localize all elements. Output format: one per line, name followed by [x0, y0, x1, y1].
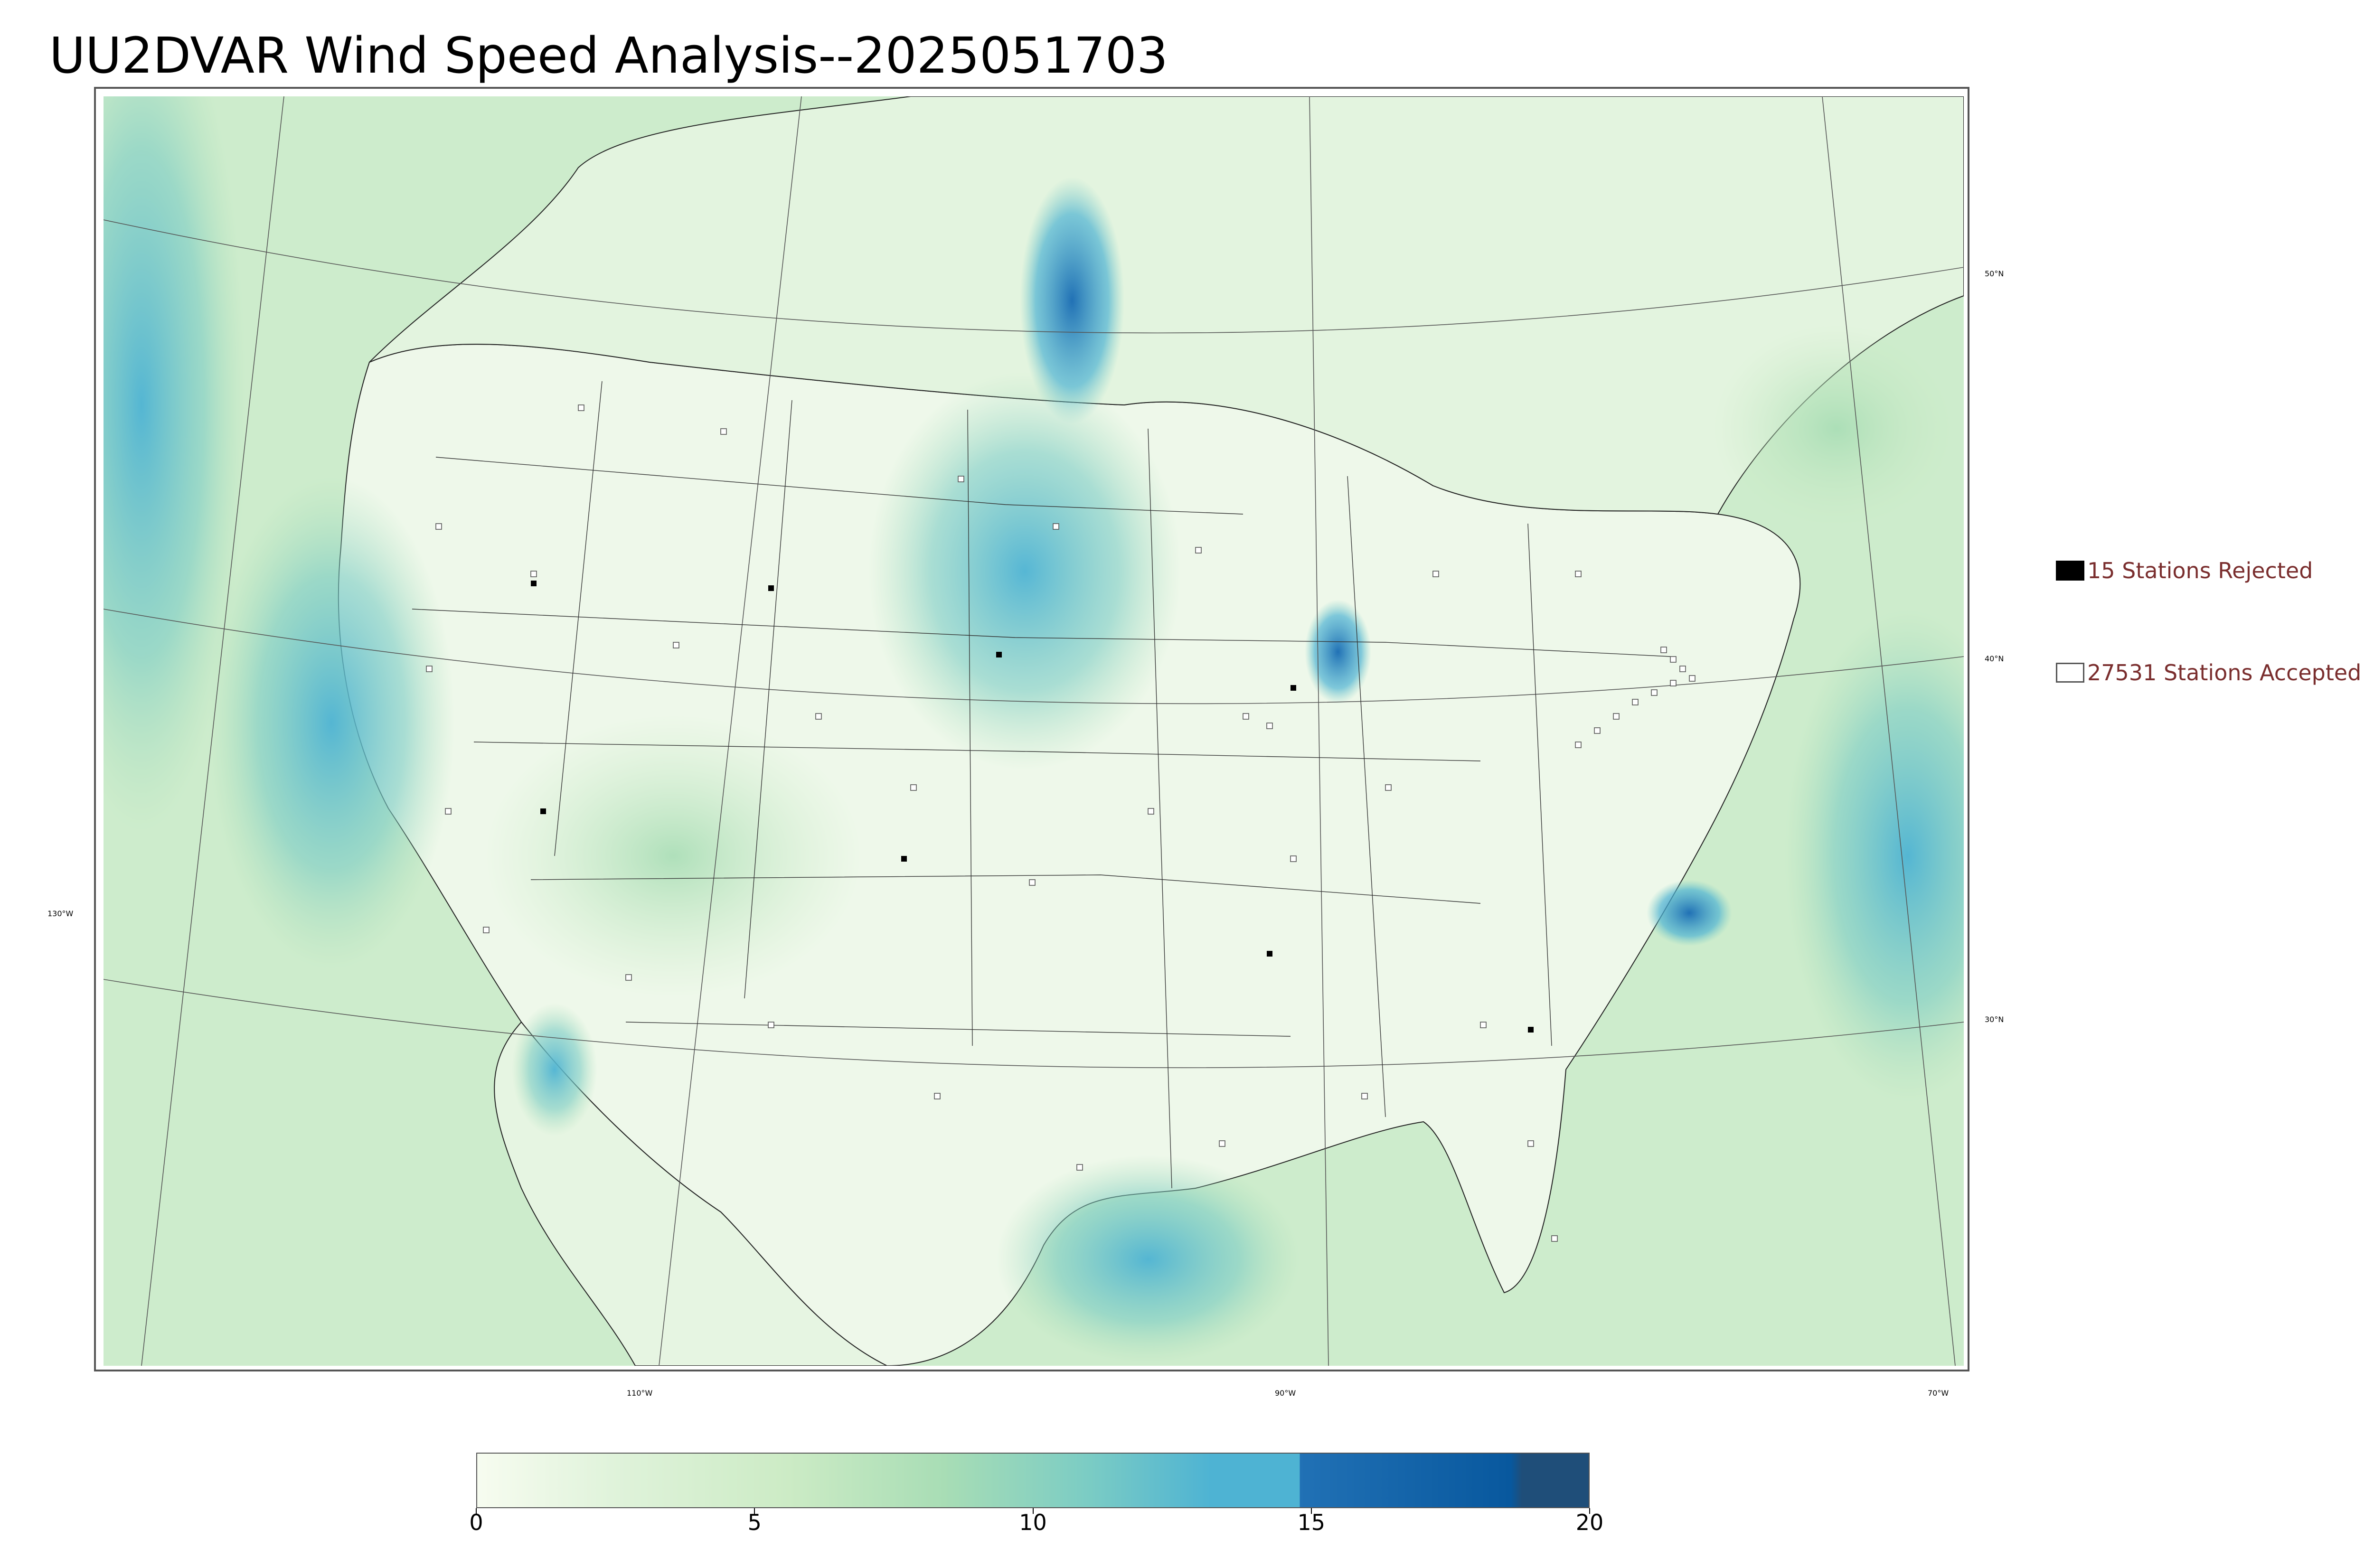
- lon-label-130w: 130°W: [47, 909, 74, 918]
- pacific-offshore-wind: [104, 96, 246, 832]
- colorbar-tick-mark: [476, 1508, 477, 1514]
- gulf-of-california-wind: [512, 1003, 597, 1136]
- colorbar-tick-label: 5: [747, 1510, 762, 1535]
- wind-speed-colorbar: [476, 1453, 1590, 1508]
- wind-speed-map[interactable]: [104, 96, 1964, 1366]
- lon-label-90w: 90°W: [1275, 1389, 1296, 1398]
- canada-region: [369, 96, 1964, 515]
- lat-label-40n: 40°N: [1985, 654, 2004, 663]
- southwest-wind-field: [483, 714, 863, 998]
- legend-accepted-label: 27531 Stations Accepted: [2087, 660, 2362, 685]
- colorbar-tick-mark: [1032, 1508, 1034, 1514]
- gulf-of-mexico-wind: [996, 1155, 1300, 1364]
- graticule: [104, 96, 1964, 1366]
- accepted-station-marker: [2056, 663, 2084, 683]
- lon-label-110w: 110°W: [627, 1389, 653, 1398]
- colorbar-tick-label: 15: [1297, 1510, 1326, 1535]
- colorbar-tick-label: 0: [469, 1510, 483, 1535]
- lat-label-50n: 50°N: [1985, 269, 2004, 278]
- legend-rejected-label: 15 Stations Rejected: [2087, 558, 2313, 583]
- western-atlantic-wind: [1784, 609, 1964, 1103]
- stations-accepted[interactable]: [426, 404, 1696, 1242]
- state-borders: [412, 381, 1671, 1189]
- pacific-coast-high-wind: [208, 476, 455, 970]
- atlantic-offshore-high-wind: [1647, 880, 1732, 946]
- lake-winnipeg-high-wind: [1020, 177, 1124, 424]
- northeast-wind-field: [1713, 324, 1960, 533]
- lake-michigan-high-wind: [1305, 600, 1371, 704]
- map-title: UU2DVAR Wind Speed Analysis--2025051703: [49, 27, 1168, 85]
- rejected-station-marker: [2056, 561, 2084, 581]
- mexico-region: [494, 1021, 887, 1366]
- northern-plains-high-wind: [868, 372, 1181, 770]
- colorbar-tick-mark: [1589, 1508, 1590, 1514]
- lon-label-70w: 70°W: [1928, 1389, 1949, 1398]
- colorbar-tick-label: 10: [1019, 1510, 1047, 1535]
- lat-label-30n: 30°N: [1985, 1015, 2004, 1024]
- colorbar-tick-mark: [754, 1508, 755, 1514]
- legend-accepted: 27531 Stations Accepted: [2056, 660, 2361, 685]
- colorbar-tick-mark: [1310, 1508, 1312, 1514]
- stations-rejected[interactable]: [531, 581, 1534, 1033]
- colorbar-tick-label: 20: [1575, 1510, 1604, 1535]
- map-frame: [94, 87, 1969, 1371]
- legend-rejected: 15 Stations Rejected: [2056, 558, 2313, 583]
